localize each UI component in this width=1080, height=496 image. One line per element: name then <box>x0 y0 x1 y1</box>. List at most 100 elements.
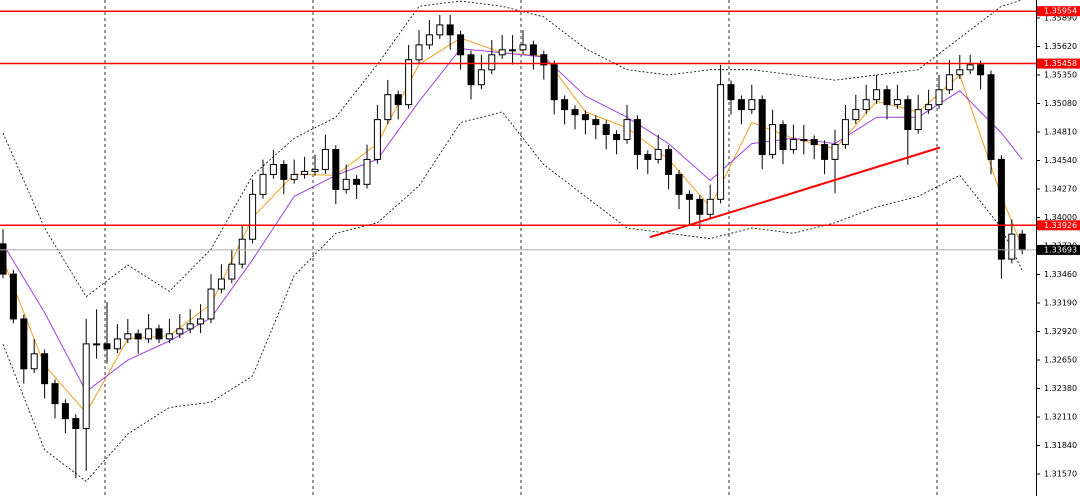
candle-body <box>540 54 548 66</box>
candle-body <box>633 119 641 155</box>
candle-body <box>186 323 194 330</box>
candle-body <box>228 263 236 280</box>
candle-body <box>217 278 225 290</box>
y-tick-label: 1.35620 <box>1044 42 1077 51</box>
price-level-label: 1.35458 <box>1044 59 1077 68</box>
candle-body <box>20 318 28 370</box>
y-tick-label: 1.34540 <box>1044 156 1077 165</box>
candle-body <box>758 99 766 155</box>
candle-body <box>477 69 485 86</box>
y-tick-label: 1.34000 <box>1044 213 1077 222</box>
candle-body <box>103 343 111 350</box>
candle-body <box>883 89 891 106</box>
price-level-tag <box>1037 244 1080 255</box>
candle-body <box>363 158 371 185</box>
candle-body <box>561 99 569 111</box>
y-tick-label: 1.33190 <box>1044 299 1077 308</box>
candle-body <box>800 139 808 142</box>
candle-body <box>353 178 361 185</box>
candle-body <box>321 148 329 170</box>
candle-body <box>810 139 818 146</box>
candle-body <box>602 124 610 136</box>
candle-body <box>415 44 423 61</box>
candle-body <box>821 144 829 160</box>
candle-body <box>935 89 943 106</box>
price-level-label: 1.33693 <box>1044 245 1077 254</box>
candle-body <box>644 153 652 160</box>
candle-body <box>436 24 444 36</box>
candle-body <box>197 318 205 325</box>
candle-body <box>342 178 350 190</box>
candle-body <box>259 173 267 195</box>
candle-body <box>904 99 912 131</box>
candle-body <box>727 84 735 101</box>
candle-body <box>550 64 558 101</box>
y-tick-label: 1.33460 <box>1044 270 1077 279</box>
candle-body <box>51 383 59 405</box>
price-level-label: 1.33926 <box>1044 221 1077 230</box>
candle-body <box>30 353 38 370</box>
y-tick-label: 1.32110 <box>1044 413 1077 422</box>
candle-body <box>1008 233 1016 260</box>
candle-body <box>831 144 839 160</box>
candle-body <box>737 99 745 111</box>
price-level-label: 1.35954 <box>1044 7 1077 16</box>
candle-body <box>779 124 787 150</box>
candle-body <box>717 84 725 200</box>
candle-body <box>654 148 662 160</box>
candle-body <box>311 168 319 172</box>
candle-body <box>769 124 777 155</box>
candle-body <box>467 54 475 86</box>
y-tick-label: 1.32380 <box>1044 384 1077 393</box>
candle-body <box>966 64 974 71</box>
y-tick-label: 1.31840 <box>1044 441 1077 450</box>
candle-body <box>446 24 454 36</box>
bollinger-band <box>2 111 1023 482</box>
candle-body <box>592 119 600 126</box>
candle-body <box>425 34 433 46</box>
candle-body <box>685 193 693 200</box>
candle-body <box>249 193 257 240</box>
candle-body <box>571 109 579 116</box>
y-tick-label: 1.34810 <box>1044 127 1077 136</box>
moving-average <box>2 48 1023 393</box>
candle-body <box>9 273 17 320</box>
price-level-tag <box>1037 220 1080 231</box>
candle-body <box>748 99 756 111</box>
candle-body <box>789 139 797 150</box>
candle-body <box>945 74 953 91</box>
candle-body <box>873 89 881 101</box>
bollinger-band <box>2 0 1023 298</box>
candle-body <box>498 49 506 56</box>
candle-body <box>124 333 132 340</box>
y-tick-label: 1.31570 <box>1044 470 1077 479</box>
candle-body <box>145 328 153 340</box>
candle-body <box>113 338 121 350</box>
candle-body <box>665 148 673 175</box>
candle-body <box>675 173 683 195</box>
candle-body <box>280 163 288 180</box>
candle-body <box>72 418 80 430</box>
candle-body <box>914 109 922 131</box>
y-tick-label: 1.35350 <box>1044 70 1077 79</box>
y-tick-label: 1.32650 <box>1044 356 1077 365</box>
candle-body <box>1018 233 1026 251</box>
candle-body <box>862 99 870 111</box>
candle-body <box>290 173 298 180</box>
candle-body <box>509 49 517 52</box>
candle-body <box>238 238 246 265</box>
candle-body <box>977 64 985 76</box>
candle-body <box>384 94 392 121</box>
y-tick-label: 1.35080 <box>1044 99 1077 108</box>
candle-body <box>176 328 184 335</box>
candle-body <box>623 119 631 141</box>
price-level-tag <box>1037 58 1080 69</box>
candle-body <box>987 74 995 160</box>
candle-body <box>155 328 163 340</box>
y-tick-label: 1.35890 <box>1044 13 1077 22</box>
price-level-tag <box>1037 6 1080 17</box>
candle-body <box>852 109 860 121</box>
candle-body <box>93 343 101 346</box>
